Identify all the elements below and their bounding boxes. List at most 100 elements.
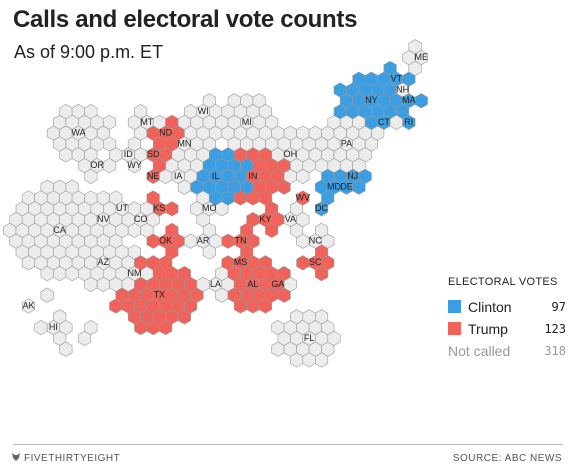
hex-ks (165, 201, 179, 217)
legend-swatch-trump (448, 322, 461, 335)
state-label-tx: TX (154, 290, 166, 300)
hex-sc (314, 266, 329, 282)
hex-island (59, 341, 73, 357)
legend-row-clinton: Clinton 97 (448, 298, 566, 320)
state-label-ks: KS (153, 203, 165, 213)
state-label-in: IN (248, 171, 257, 181)
hex-ct (371, 125, 385, 141)
hex-layer (3, 39, 428, 368)
state-label-mt: MT (140, 117, 153, 127)
hex-ga (283, 276, 297, 292)
state-label-id: ID (124, 149, 134, 159)
state-label-or: OR (90, 160, 104, 170)
state-label-ia: IA (174, 171, 183, 181)
hex-ma (414, 93, 428, 109)
state-label-nc: NC (309, 236, 322, 246)
state-label-nd: ND (159, 128, 172, 138)
hex-tx (177, 309, 191, 325)
legend-value-clinton: 97 (551, 300, 566, 314)
hex-sc (296, 255, 310, 271)
legend-label-not-called: Not called (448, 343, 511, 359)
state-label-wy: WY (127, 160, 142, 170)
hex-ak (21, 298, 36, 314)
hex-va (290, 222, 304, 238)
hex-nc (321, 233, 335, 249)
hex-me (408, 60, 422, 76)
legend-row-trump: Trump 123 (448, 320, 566, 342)
state-label-la: LA (210, 279, 221, 289)
state-label-ne: NE (147, 171, 160, 181)
state-label-wa: WA (71, 128, 85, 138)
state-label-ca: CA (53, 225, 66, 235)
hex-ar (184, 233, 198, 249)
state-label-va: VA (285, 214, 296, 224)
state-label-mi: MI (242, 117, 252, 127)
state-label-nm: NM (128, 268, 142, 278)
hex-ky (265, 222, 279, 238)
footer-divider (13, 444, 563, 445)
state-label-az: AZ (98, 257, 110, 267)
state-label-ri: RI (404, 117, 413, 127)
state-label-il: IL (212, 171, 220, 181)
hex-ar (202, 244, 216, 260)
state-label-ct: CT (378, 117, 390, 127)
hex-tn (246, 233, 260, 249)
state-label-vt: VT (391, 74, 403, 84)
hex-island (84, 320, 98, 336)
state-label-sd: SD (147, 149, 160, 159)
legend-title: ELECTORAL VOTES (448, 276, 558, 288)
state-label-ny: NY (365, 95, 378, 105)
hex-tx (159, 320, 173, 336)
state-label-ga: GA (271, 279, 284, 289)
state-label-wv: WV (296, 192, 311, 202)
source-label: SOURCE: ABC NEWS (452, 453, 562, 464)
page-subtitle: As of 9:00 p.m. ET (14, 42, 164, 62)
state-label-mo: MO (202, 203, 217, 213)
state-label-co: CO (134, 214, 148, 224)
state-label-ok: OK (159, 236, 172, 246)
state-label-tn: TN (235, 236, 247, 246)
state-label-de: DE (340, 182, 353, 192)
hex-tn (221, 233, 235, 249)
legend-value-not-called: 318 (544, 344, 566, 358)
hex-hi (34, 320, 48, 336)
state-label-nh: NH (396, 84, 409, 94)
fox-logo-icon (12, 453, 20, 461)
legend-row-not-called: Not called 318 (448, 342, 566, 364)
legend-label-clinton: Clinton (468, 299, 512, 315)
state-label-sc: SC (309, 257, 322, 267)
legend: ELECTORAL VOTES Clinton 97 Trump 123 Not… (448, 276, 566, 364)
hex-id (127, 158, 141, 174)
hex-fl (314, 352, 329, 368)
state-label-al: AL (247, 279, 258, 289)
hex-al (258, 298, 273, 314)
state-label-wi: WI (198, 106, 209, 116)
state-label-layer: WA OR CA ID NV UT AZ MT WY CO NM ND SD NE KS OK TX MN IA MO… (22, 52, 428, 343)
state-label-me: ME (415, 52, 429, 62)
state-label-ms: MS (234, 257, 248, 267)
state-label-ma: MA (402, 95, 416, 105)
legend-label-trump: Trump (468, 321, 508, 337)
state-label-ut: UT (116, 203, 128, 213)
state-label-ky: KY (259, 214, 271, 224)
state-label-ak: AK (22, 300, 34, 310)
hex-island (40, 287, 54, 303)
page-title: Calls and electoral vote counts (13, 6, 358, 33)
state-label-nj: NJ (347, 171, 358, 181)
state-label-fl: FL (304, 333, 315, 343)
state-label-md: MD (327, 182, 341, 192)
hex-dc (314, 201, 329, 217)
hex-ct (389, 114, 403, 130)
hex-oh (296, 168, 310, 184)
state-label-pa: PA (341, 138, 352, 148)
legend-swatch-clinton (448, 300, 461, 313)
state-label-mn: MN (177, 138, 191, 148)
state-label-dc: DC (315, 203, 328, 213)
legend-value-trump: 123 (544, 322, 566, 336)
brand-label: FIVETHIRTYEIGHT (24, 453, 121, 464)
state-label-hi: HI (49, 322, 58, 332)
state-label-ar: AR (197, 236, 210, 246)
state-label-nv: NV (97, 214, 110, 224)
hex-or (84, 168, 98, 184)
